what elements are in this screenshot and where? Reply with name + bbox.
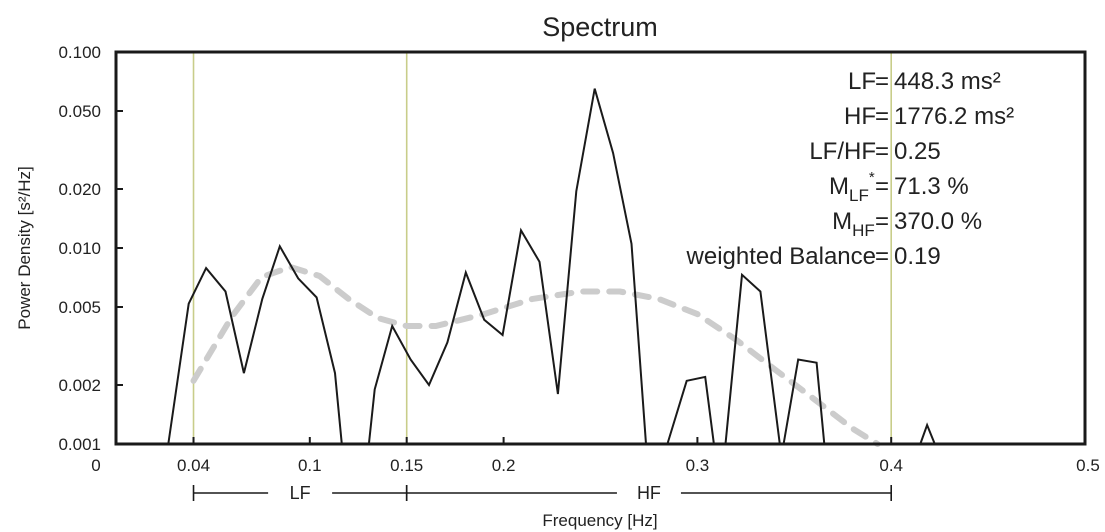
y-tick-label: 0.050	[58, 102, 101, 121]
annotation-label: LF/HF	[809, 138, 876, 165]
y-tick-label: 0.005	[58, 298, 101, 317]
annotation-value: 0.25	[894, 138, 941, 165]
annotation-label: HF	[844, 103, 876, 130]
x-tick-label: 0.2	[492, 456, 516, 475]
x-tick-label: 0.1	[298, 456, 322, 475]
spectrum-line	[666, 375, 715, 445]
chart-title: Spectrum	[542, 12, 658, 42]
annotation-label: LF	[848, 68, 876, 95]
spectrum-line	[724, 272, 781, 445]
y-tick-label: 0.100	[58, 43, 101, 62]
annotation-equals: =	[875, 103, 889, 130]
fitted-curve-line	[190, 263, 881, 447]
spectrum-line	[782, 358, 826, 445]
x-tick-label: 0.04	[177, 456, 210, 475]
annotation-label: weighted Balance	[686, 243, 876, 270]
annotation-value: 0.19	[894, 243, 941, 270]
y-axis-label: Power Density [s²/Hz]	[15, 166, 34, 329]
annotation-label: MLF*	[829, 169, 876, 205]
annotation-value: 448.3 ms²	[894, 68, 1001, 95]
annotation-equals: =	[875, 138, 889, 165]
spectrum-line	[919, 422, 936, 445]
band-label: LF	[290, 483, 311, 503]
x-axis-label: Frequency [Hz]	[542, 511, 657, 530]
annotation-value: 71.3 %	[894, 173, 969, 200]
annotation-equals: =	[875, 68, 889, 95]
spectrum-line	[367, 88, 647, 445]
annotation-equals: =	[875, 243, 889, 270]
x-tick-label: 0	[91, 456, 100, 475]
y-tick-label: 0.002	[58, 376, 101, 395]
annotation-value: 370.0 %	[894, 208, 982, 235]
y-tick-label: 0.010	[58, 239, 101, 258]
spectrum-line	[167, 243, 343, 445]
annotation-equals: =	[875, 173, 889, 200]
y-axis-ticks: 0.001 0.002 0.005 0.010 0.020 0.050 0.100	[58, 43, 123, 454]
y-tick-label: 0.020	[58, 180, 101, 199]
x-tick-label: 0.4	[879, 456, 903, 475]
x-tick-label: 0.5	[1076, 456, 1100, 475]
annotation-equals: =	[875, 208, 889, 235]
y-tick-label: 0.001	[58, 435, 101, 454]
x-tick-label: 0.3	[686, 456, 710, 475]
annotation-label: MHF	[832, 208, 876, 240]
x-axis-ticks: 0 0.04 0.1 0.15 0.2 0.3 0.4 0.5	[91, 437, 1100, 475]
chart-series	[167, 88, 936, 447]
annotation-value: 1776.2 ms²	[894, 103, 1014, 130]
x-tick-label: 0.15	[390, 456, 423, 475]
band-label: HF	[637, 483, 661, 503]
band-brackets: LF HF	[192, 483, 893, 503]
